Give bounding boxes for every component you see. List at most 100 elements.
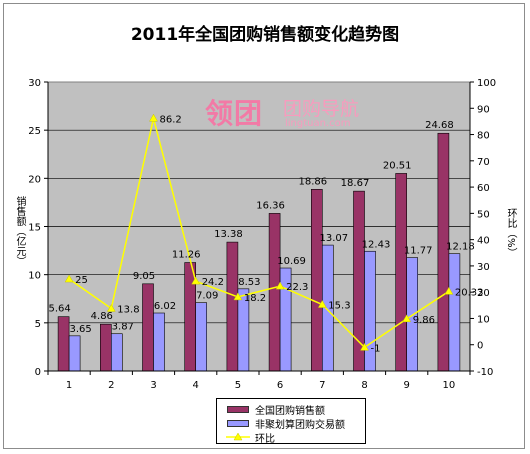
bar-sales: [57, 316, 70, 372]
data-label-sales: 5.64: [48, 304, 70, 315]
x-tick-label: 8: [361, 380, 367, 391]
bar-sales: [184, 262, 196, 372]
data-label-ratio: 15.3: [328, 301, 350, 312]
line-ratio-point: [106, 303, 116, 312]
y-left-tick-label: 20: [28, 174, 41, 185]
x-tick-label: 5: [235, 380, 241, 391]
bar-non-juhuasuan: [68, 335, 81, 372]
data-label-sales: 9.05: [133, 271, 155, 282]
y-right-tick-label: 0: [477, 341, 483, 352]
data-label-non-juhuasuan: 8.53: [238, 277, 260, 288]
line-ratio-point: [191, 276, 201, 285]
line-ratio-point: [275, 281, 285, 290]
bar-non-juhuasuan: [195, 302, 207, 372]
watermark-logo: 领团 团购导航 lingtuan.com: [205, 92, 375, 134]
y-right-tick-label: 80: [477, 131, 490, 142]
y-right-tick-label: 30: [477, 262, 490, 273]
data-label-ratio: 9.86: [413, 315, 435, 326]
legend-item-ratio: 环比: [225, 430, 275, 445]
data-label-sales: 20.51: [383, 160, 412, 171]
watermark-url: lingtuan.com: [285, 118, 351, 129]
legend-label-non-juhuasuan: 非聚划算团购交易额: [255, 419, 345, 431]
legend: 全国团购销售额 非聚划算团购交易额 环比: [216, 398, 366, 445]
legend-label-sales: 全国团购销售额: [255, 405, 325, 417]
data-label-non-juhuasuan: 12.43: [362, 239, 391, 250]
bar-sales: [395, 173, 408, 372]
y-right-tick-label: 10: [477, 314, 490, 325]
y-right-tick-label: 90: [477, 104, 490, 115]
line-ratio-point: [360, 342, 369, 351]
data-label-sales: 16.36: [256, 200, 285, 211]
y-axis-right-label: 环比（%）: [505, 208, 516, 258]
watermark-brand-big: 领团: [205, 97, 264, 130]
line-ratio-point: [317, 300, 327, 308]
bar-non-juhuasuan: [448, 253, 461, 372]
y-right-tick-label: -10: [477, 367, 493, 378]
x-tick-label: 9: [404, 380, 410, 391]
data-label-ratio: -1: [371, 343, 381, 354]
bar-sales: [100, 323, 112, 372]
data-label-non-juhuasuan: 11.77: [404, 246, 433, 257]
data-label-sales: 13.38: [214, 229, 243, 240]
data-label-non-juhuasuan: 7.09: [196, 291, 218, 302]
data-label-ratio: 25: [75, 275, 88, 286]
data-label-sales: 18.67: [341, 178, 370, 189]
bar-sales: [142, 283, 154, 372]
bar-sales: [226, 241, 239, 372]
line-ratio-point: [64, 274, 74, 283]
y-right-tick-label: 60: [477, 183, 490, 194]
line-ratio-point: [444, 286, 454, 295]
data-label-ratio: 22.3: [286, 282, 308, 293]
y-axis-left-label: 销售额（亿元）: [14, 196, 25, 266]
data-label-sales: 24.68: [425, 120, 454, 131]
legend-item-non-juhuasuan: 非聚划算团购交易额: [225, 416, 345, 431]
x-tick-label: 10: [443, 380, 456, 391]
line-ratio-point: [402, 314, 412, 323]
y-left-tick-label: 10: [28, 271, 41, 282]
data-label-ratio: 13.8: [117, 304, 139, 315]
bar-non-juhuasuan: [111, 333, 123, 372]
line-ratio: [68, 118, 450, 349]
data-label-non-juhuasuan: 12.18: [446, 242, 475, 253]
data-label-sales: 18.86: [298, 176, 327, 187]
data-label-ratio: 18.2: [244, 293, 266, 304]
data-label-sales: 11.26: [172, 250, 201, 261]
y-right-tick-label: 70: [477, 157, 490, 168]
bar-sales: [353, 190, 365, 372]
data-label-non-juhuasuan: 13.07: [319, 233, 348, 244]
bar-sales: [310, 189, 323, 372]
data-label-non-juhuasuan: 3.65: [69, 324, 91, 335]
legend-swatch-sales: [225, 402, 251, 416]
data-label-non-juhuasuan: 10.69: [277, 256, 306, 267]
y-left-tick-label: 15: [28, 223, 41, 234]
line-ratio-point: [149, 113, 158, 122]
data-label-ratio: 20.33: [455, 287, 484, 298]
data-label-ratio: 86.2: [160, 114, 182, 125]
legend-label-ratio: 环比: [255, 433, 275, 445]
y-left-tick-label: 0: [35, 367, 41, 378]
bar-sales: [268, 213, 281, 372]
watermark-brand-small: 团购导航: [283, 98, 360, 120]
y-right-tick-label: 40: [477, 236, 490, 247]
y-left-tick-label: 25: [28, 126, 41, 137]
x-tick-label: 6: [277, 380, 283, 391]
x-tick-label: 7: [319, 380, 325, 391]
y-left-tick-label: 30: [28, 78, 41, 89]
y-right-tick-label: 50: [477, 209, 490, 220]
x-tick-label: 1: [66, 380, 72, 391]
data-label-non-juhuasuan: 3.87: [112, 322, 134, 333]
data-label-sales: 4.86: [91, 311, 113, 322]
bar-non-juhuasuan: [153, 312, 165, 372]
x-tick-label: 3: [150, 380, 156, 391]
x-tick-label: 4: [193, 380, 199, 391]
y-left-tick-label: 5: [35, 319, 41, 330]
data-label-ratio: 24.2: [202, 277, 224, 288]
chart-title: 2011年全国团购销售额变化趋势图: [130, 25, 400, 45]
legend-item-sales: 全国团购销售额: [225, 402, 325, 417]
legend-swatch-ratio: [225, 430, 251, 444]
x-tick-label: 2: [108, 380, 114, 391]
data-label-non-juhuasuan: 6.02: [154, 301, 176, 312]
legend-swatch-non-juhuasuan: [225, 416, 251, 430]
line-ratio-point: [233, 292, 243, 301]
